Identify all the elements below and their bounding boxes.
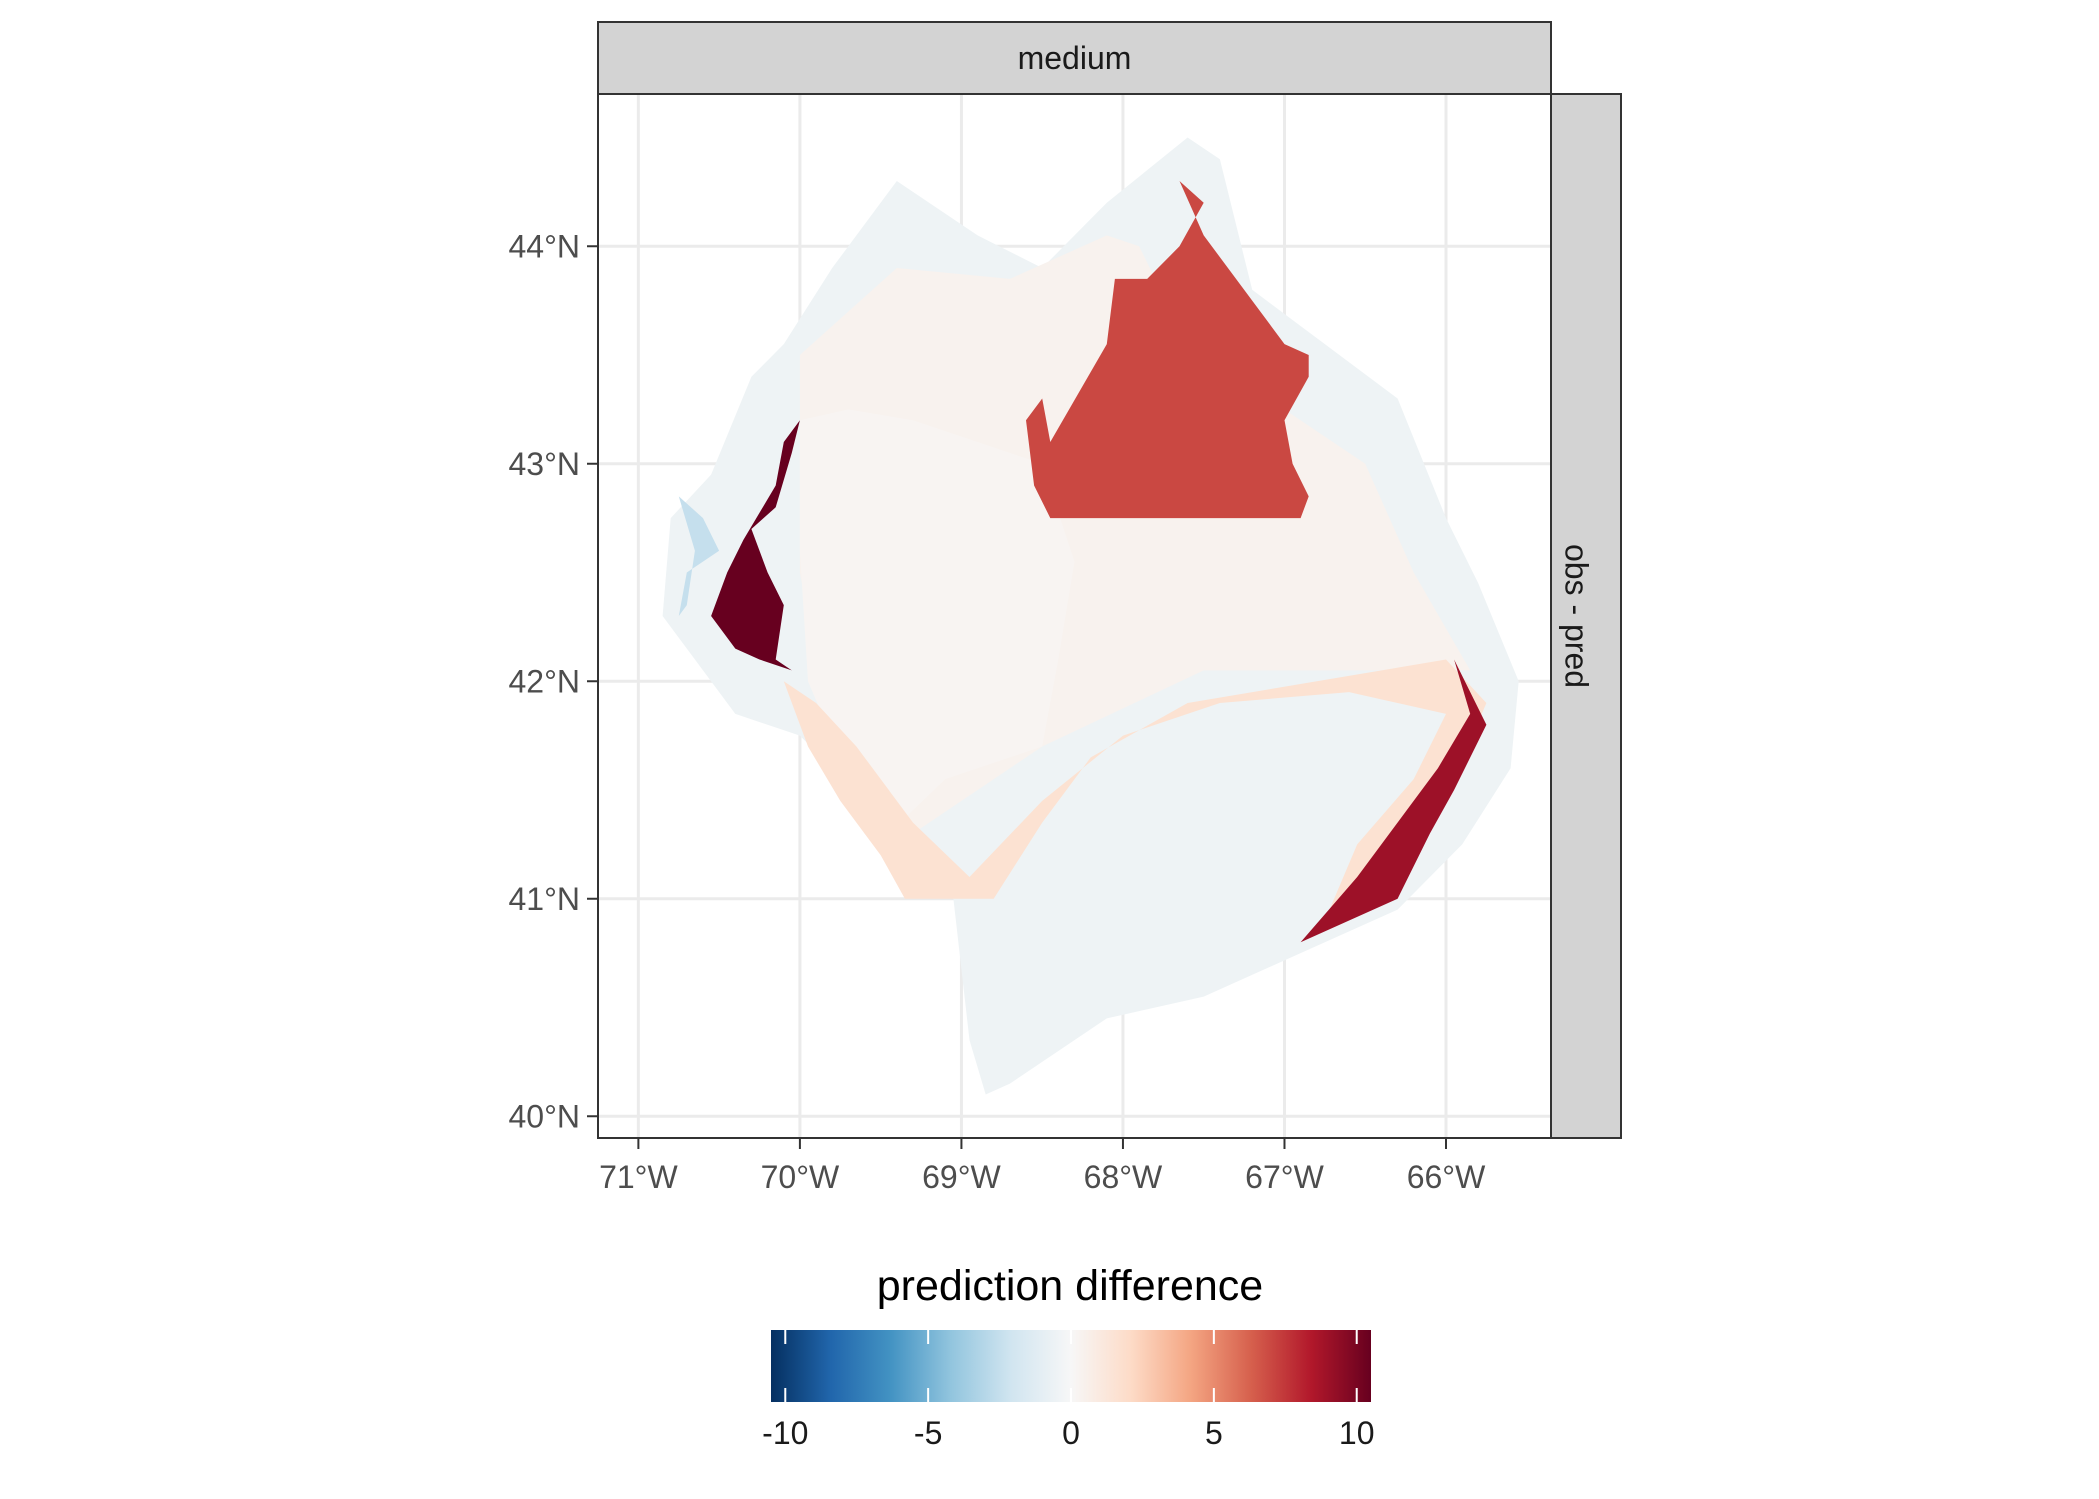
legend-tick-label: 5 (1205, 1415, 1223, 1451)
legend-ticks: -10 -5 0 5 10 (762, 1330, 1375, 1451)
y-tick-label: 43°N (509, 446, 581, 482)
x-tick-label: 71°W (599, 1159, 678, 1195)
legend-tick-label: 10 (1339, 1415, 1375, 1451)
legend-tick-label: -10 (762, 1415, 808, 1451)
region-western-coast (711, 420, 800, 671)
region-south-shelf-band (783, 659, 1487, 921)
region-coastal-sliver (678, 496, 720, 616)
facet-strip-right: obs - pred (1550, 93, 1622, 1139)
map-panel (597, 93, 1552, 1139)
legend-tick-label: 0 (1062, 1415, 1080, 1451)
y-axis: 40°N 41°N 42°N 43°N 44°N (509, 228, 598, 1134)
x-axis: 71°W 70°W 69°W 68°W 67°W 66°W (599, 1138, 1486, 1195)
legend-title: prediction difference (877, 1262, 1263, 1310)
y-tick-label: 40°N (509, 1098, 581, 1134)
x-tick-label: 68°W (1084, 1159, 1163, 1195)
facet-strip-top: medium (597, 21, 1552, 95)
legend-tick-label: -5 (914, 1415, 942, 1451)
x-tick-label: 69°W (922, 1159, 1001, 1195)
y-tick-label: 44°N (509, 228, 581, 264)
legend: prediction difference -10 -5 0 5 10 (762, 1262, 1374, 1451)
panel-border (597, 93, 1552, 1139)
region-eastern-basin (1026, 181, 1309, 519)
facet-label-right: obs - pred (1559, 544, 1595, 688)
y-tick-label: 42°N (509, 663, 581, 699)
x-tick-label: 67°W (1245, 1159, 1324, 1195)
y-tick-label: 41°N (509, 881, 581, 917)
x-tick-label: 70°W (761, 1159, 840, 1195)
region-central-gulf (799, 409, 1075, 834)
region-eastern-edge (1300, 659, 1487, 943)
facet-label-top: medium (1018, 40, 1132, 76)
x-tick-label: 66°W (1407, 1159, 1486, 1195)
map-regions (662, 137, 1519, 1095)
